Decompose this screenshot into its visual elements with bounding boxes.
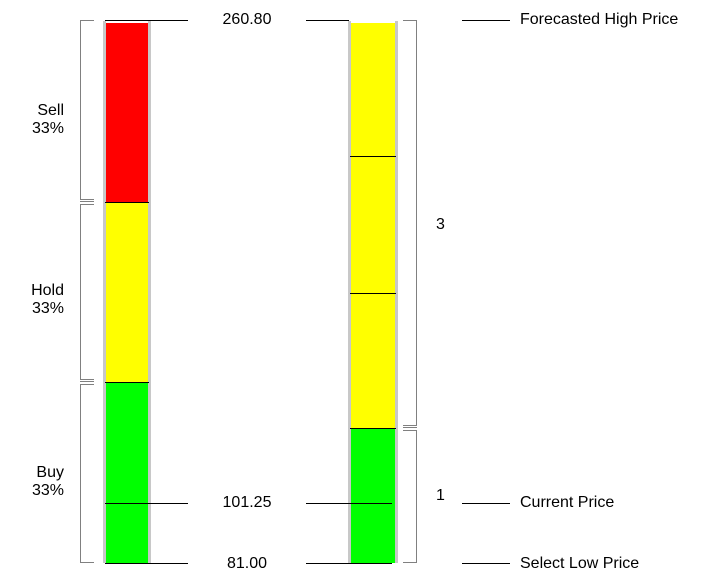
hold-zone-name: Hold <box>31 282 64 299</box>
buy-zone-pct: 33% <box>31 482 64 499</box>
current-price-label: Current Price <box>520 494 615 511</box>
low-price-value: 81.00 <box>226 555 268 572</box>
right-upper-bar <box>350 23 396 428</box>
buy-zone-name: Buy <box>36 464 64 481</box>
select-low-price-label: Select Low Price <box>520 555 640 572</box>
sell-zone-name: Sell <box>37 102 64 119</box>
hold-zone-bar <box>105 203 149 383</box>
lower-count: 1 <box>436 487 445 504</box>
upper-count: 3 <box>436 216 445 233</box>
buy-zone-label: Buy 33% <box>4 464 64 500</box>
high-price-value: 260.80 <box>222 11 272 28</box>
buy-zone-bar <box>105 383 149 563</box>
hold-zone-pct: 33% <box>31 300 64 317</box>
sell-zone-bar <box>105 23 149 203</box>
sell-zone-label: Sell 33% <box>4 102 64 138</box>
forecasted-high-price-label: Forecasted High Price <box>520 11 679 28</box>
hold-zone-label: Hold 33% <box>4 282 64 318</box>
current-price-value: 101.25 <box>222 494 272 511</box>
sell-zone-pct: 33% <box>31 120 64 137</box>
right-lower-bar <box>350 428 396 563</box>
